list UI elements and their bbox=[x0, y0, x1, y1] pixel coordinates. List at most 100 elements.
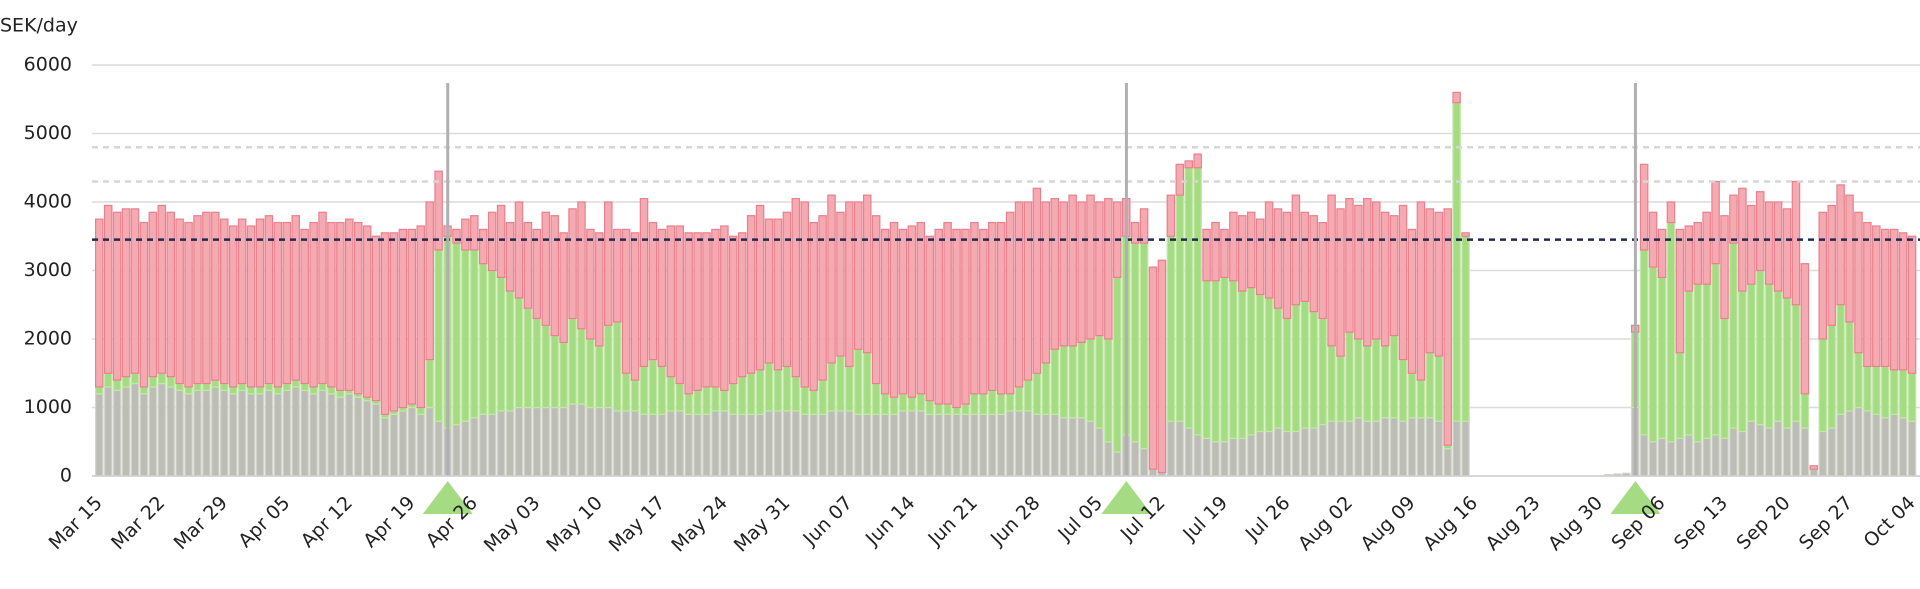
bar-segment bbox=[1764, 427, 1774, 477]
bar-segment bbox=[1809, 468, 1819, 477]
bar-segment bbox=[514, 406, 524, 477]
bar-segment bbox=[211, 211, 220, 381]
bar-segment bbox=[273, 393, 283, 477]
bar-segment bbox=[478, 228, 488, 265]
bar-segment bbox=[1229, 437, 1238, 477]
bar-segment bbox=[1166, 420, 1176, 477]
bar-segment bbox=[336, 396, 345, 477]
bar-segment bbox=[1443, 208, 1452, 446]
bar-segment bbox=[889, 396, 899, 415]
bar-segment bbox=[1077, 341, 1086, 419]
bar-segment bbox=[1702, 437, 1711, 477]
bar-segment bbox=[139, 386, 149, 395]
bar-segment bbox=[1836, 184, 1845, 306]
bar-segment bbox=[1246, 434, 1256, 477]
bar-segment bbox=[1059, 345, 1068, 419]
bar-segment bbox=[1872, 225, 1881, 368]
bar-segment bbox=[1086, 338, 1095, 422]
bar-segment bbox=[1336, 355, 1345, 422]
bar-segment bbox=[1014, 410, 1024, 477]
bar-segment bbox=[1818, 430, 1828, 477]
bar-segment bbox=[1827, 324, 1836, 429]
bar-segment bbox=[666, 376, 676, 412]
bar-segment bbox=[336, 221, 345, 391]
bar-segment bbox=[1202, 437, 1211, 477]
bar-segment bbox=[1363, 345, 1372, 422]
bar-segment bbox=[175, 382, 184, 391]
bar-segment bbox=[862, 413, 872, 477]
bar-segment bbox=[1907, 235, 1917, 374]
bar-segment bbox=[1845, 321, 1854, 412]
bar-segment bbox=[291, 386, 300, 477]
bar-segment bbox=[1264, 201, 1274, 299]
event-marker bbox=[1101, 481, 1152, 514]
bar-segment bbox=[407, 228, 417, 405]
bar-segment bbox=[1639, 163, 1649, 251]
bar-segment bbox=[1791, 304, 1801, 422]
bar-segment bbox=[157, 372, 167, 385]
bar-segment bbox=[1318, 221, 1327, 320]
bar-segment bbox=[1836, 304, 1845, 415]
x-tick-label: May 17 bbox=[605, 492, 670, 557]
bar-segment bbox=[264, 215, 274, 385]
bar-segment bbox=[845, 201, 854, 367]
bar-segment bbox=[1005, 211, 1015, 395]
bar-segment bbox=[371, 403, 381, 477]
bar-segment bbox=[568, 403, 577, 477]
bar-segment bbox=[862, 352, 872, 415]
x-tick-label: Jun 14 bbox=[861, 492, 920, 551]
bar-segment bbox=[862, 194, 872, 354]
bar-segment bbox=[166, 211, 175, 378]
bar-segment bbox=[1845, 194, 1854, 323]
bar-segment bbox=[1702, 211, 1711, 285]
bar-segment bbox=[1255, 430, 1265, 477]
bar-segment bbox=[1139, 242, 1149, 450]
bar-segment bbox=[782, 410, 792, 477]
bar-segment bbox=[1014, 201, 1024, 388]
bar-segment bbox=[184, 393, 193, 477]
bar-segment bbox=[1139, 208, 1149, 244]
bar-segment bbox=[1327, 345, 1336, 422]
bar-segment bbox=[345, 218, 354, 391]
bar-segment bbox=[684, 232, 693, 395]
bar-segment bbox=[1773, 201, 1783, 292]
bar-segment bbox=[1720, 437, 1729, 477]
bar-segment bbox=[1068, 194, 1077, 347]
bar-segment bbox=[1309, 311, 1319, 429]
bar-segment bbox=[809, 221, 818, 391]
bar-segment bbox=[1755, 269, 1765, 426]
bar-segment bbox=[380, 232, 390, 415]
bar-segment bbox=[1666, 201, 1676, 224]
bar-segment bbox=[1327, 194, 1336, 347]
bar-segment bbox=[273, 221, 283, 388]
bar-segment bbox=[398, 228, 408, 409]
y-tick-label: 1000 bbox=[24, 396, 72, 418]
bar-segment bbox=[639, 413, 649, 477]
bar-segment bbox=[630, 410, 640, 477]
bar-segment bbox=[1720, 317, 1729, 439]
bar-segment bbox=[925, 400, 935, 415]
bar-segment bbox=[1425, 208, 1435, 354]
bar-segment bbox=[916, 221, 926, 395]
y-tick-label: 2000 bbox=[24, 328, 72, 350]
bar-segment bbox=[1845, 410, 1854, 477]
bar-segment bbox=[148, 386, 158, 477]
bar-segment bbox=[1907, 372, 1917, 422]
bar-segment bbox=[612, 410, 622, 477]
bar-segment bbox=[809, 413, 818, 477]
bar-segment bbox=[737, 376, 747, 415]
bar-segment bbox=[1711, 263, 1720, 436]
bar-segment bbox=[1398, 204, 1408, 361]
bar-segment bbox=[541, 406, 551, 477]
y-axis-label: SEK/day bbox=[0, 15, 78, 37]
bar-segment bbox=[961, 228, 970, 405]
bar-segment bbox=[1889, 369, 1899, 415]
bar-segment bbox=[1300, 211, 1310, 302]
bar-segment bbox=[1282, 211, 1292, 320]
bar-segment bbox=[318, 382, 327, 391]
bar-segment bbox=[1782, 297, 1792, 429]
bar-segment bbox=[94, 393, 104, 477]
bar-segment bbox=[1729, 427, 1738, 477]
bar-segment bbox=[1693, 283, 1702, 443]
x-tick-label: May 24 bbox=[667, 492, 732, 557]
